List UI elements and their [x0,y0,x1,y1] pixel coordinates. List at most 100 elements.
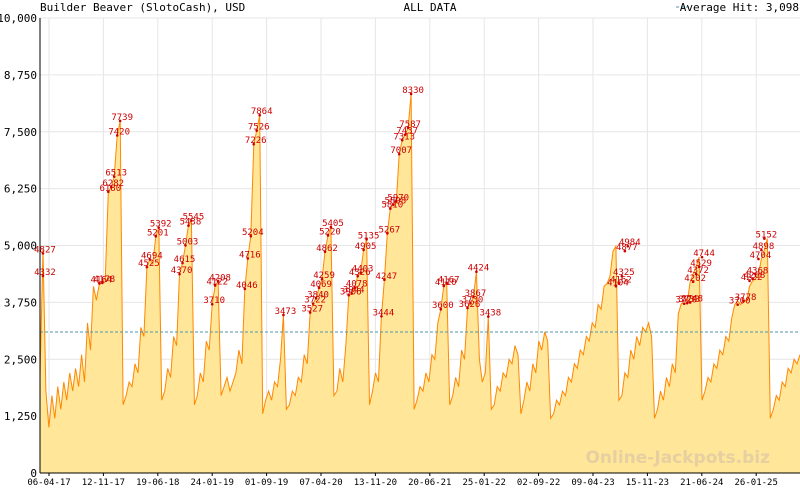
y-tick-label: 3,750 [4,296,37,309]
point-marker [258,113,261,117]
point-marker [362,248,365,252]
point-label: 5970 [387,193,409,203]
x-tick-label: 09-04-23 [571,478,614,488]
average-legend-label: Average Hit: 3,098 [680,1,799,14]
point-label: 3600 [432,301,454,311]
point-label: 5135 [358,231,380,241]
point-marker [623,249,627,253]
point-marker [486,315,490,318]
point-marker [383,278,386,282]
point-label: 5810 [381,201,403,211]
point-label: 3733 [678,295,700,305]
point-marker [397,152,401,156]
point-label: 4268 [744,271,766,281]
point-marker [697,265,701,269]
point-marker [109,185,113,189]
y-tick-label: 8,750 [4,69,37,82]
point-marker [41,252,45,255]
point-marker [317,286,321,290]
point-label: 4370 [171,266,193,276]
point-marker [115,134,119,137]
point-marker [754,272,757,276]
point-label: 4202 [684,274,706,284]
y-tick-label: 1,250 [4,410,37,423]
point-marker [213,284,217,287]
point-label: 3438 [479,309,501,319]
point-marker [757,257,760,261]
point-label: 4403 [352,265,374,275]
point-marker [760,248,763,252]
point-label: 4529 [690,259,712,269]
point-marker [216,280,220,283]
point-marker [320,277,324,281]
x-tick-label: 13-11-20 [354,478,397,488]
point-label: 4122 [206,277,228,287]
series-layer [39,93,800,473]
point-label: 3700 [729,297,751,307]
point-marker [314,296,318,300]
point-marker [178,272,181,276]
point-label: 4694 [141,251,163,261]
point-label: 4069 [310,280,332,290]
point-marker [614,284,618,288]
watermark: Online-Jackpots.biz [585,448,770,468]
point-marker [391,203,395,206]
point-label: 6180 [99,184,121,194]
point-label: 5204 [242,228,264,238]
point-marker [353,286,356,289]
point-marker [688,301,692,304]
point-marker [359,271,362,274]
point-marker [386,232,389,235]
point-label: 5220 [319,227,341,237]
point-marker [184,244,187,247]
point-label: 5267 [379,225,401,235]
point-label: 4716 [239,250,261,260]
x-tick-label: 20-06-21 [408,478,451,488]
chart-title: Builder Beaver (SlotoCash), USD [40,1,245,14]
point-label: 4078 [346,279,368,289]
series-area [40,94,800,473]
x-tick-label: 01-09-19 [245,478,288,488]
y-tick-label: 0 [30,467,37,480]
axis-layer: 0 1,250 2,500 3,750 5,000 6,250 7,500 8,750 10,0… [0,12,800,488]
y-tick-label: 10,000 [0,12,37,25]
point-marker [154,235,158,238]
x-tick-label: 24-01-19 [191,478,234,488]
point-label: 5405 [322,219,344,229]
point-label: 3944 [343,286,365,296]
point-marker [475,270,478,274]
point-label: 3626 [459,300,481,310]
point-label: 4827 [34,245,56,255]
point-label: 5003 [177,237,199,247]
point-marker [308,311,312,314]
point-marker [249,234,253,238]
point-label: 7437 [396,127,418,137]
point-marker [255,129,259,132]
x-tick-label: 02-09-22 [517,478,560,488]
point-marker [252,142,256,146]
point-marker [148,258,152,261]
point-marker [118,119,122,123]
point-marker [246,257,250,260]
point-label: 3840 [307,290,329,300]
point-label: 4208 [209,274,231,284]
point-label: 8330 [402,86,424,96]
point-label: 4862 [316,244,338,254]
point-label: 4525 [138,259,160,269]
point-label: 5152 [756,231,778,241]
point-label: 4259 [313,271,335,281]
point-label: 3710 [203,296,225,306]
x-tick-label: 06-04-17 [27,478,70,488]
point-marker [700,255,704,259]
point-marker [41,274,45,278]
y-tick-label: 6,250 [4,183,37,196]
point-marker [626,244,630,248]
point-marker [736,303,739,306]
point-marker [187,224,190,227]
point-marker [472,295,475,299]
point-label: 6513 [105,169,127,179]
point-label: 3444 [373,308,395,318]
point-label: 3748 [681,294,703,304]
